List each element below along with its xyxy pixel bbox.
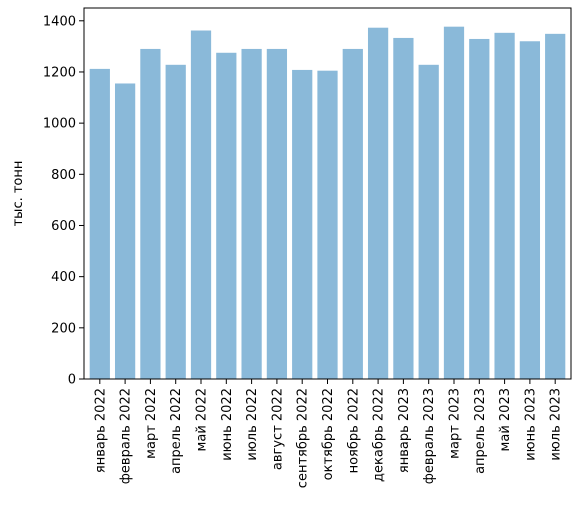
x-tick-label: февраль 2022 [119,388,134,484]
y-tick-label: 200 [51,321,76,336]
x-tick-label: июль 2023 [549,388,564,461]
x-tick-label: январь 2023 [397,388,412,473]
axes-frame [83,7,572,380]
bar [89,68,110,379]
x-tick-label: август 2022 [270,388,285,470]
bar [545,33,566,379]
bar [393,37,414,380]
x-tick-label: февраль 2023 [422,388,437,484]
x-tick-label: январь 2022 [93,388,108,473]
bar [519,41,541,379]
x-tick-label: март 2022 [144,388,159,459]
bar [241,48,262,380]
x-tick-label: май 2022 [195,388,210,451]
y-tick-label: 0 [68,373,76,388]
bar [367,27,389,379]
x-tick-label: октябрь 2022 [321,388,336,480]
y-tick-label: 1000 [43,117,76,132]
x-tick-label: март 2023 [447,388,462,459]
y-axis: 0 200 400 600 800 1000 1200 1400 [43,14,84,388]
bar [317,70,338,379]
x-axis: январь 2022 февраль 2022 март 2022 апрель 2… [93,379,564,488]
bar [266,48,288,380]
bar [342,48,363,380]
y-tick-label: 600 [51,219,76,234]
bar [165,64,186,379]
y-tick-label: 400 [51,270,76,285]
y-tick-label: 1400 [43,14,76,29]
bar [443,26,465,380]
x-tick-label: апрель 2022 [169,388,184,474]
bar [140,48,161,380]
bar [469,38,490,379]
bar [216,52,237,379]
x-tick-label: май 2023 [498,388,513,451]
y-tick-label: 800 [51,168,76,183]
plot-frame [83,7,572,380]
bar [418,64,439,379]
bar [292,69,313,380]
x-tick-label: июль 2022 [245,388,260,461]
x-tick-label: апрель 2023 [473,388,488,474]
bar [114,83,136,379]
bar [494,32,515,380]
bars-group [89,26,566,380]
x-tick-label: ноябрь 2022 [346,388,361,473]
x-tick-label: июнь 2022 [220,388,235,461]
y-tick-label: 1200 [43,65,76,80]
x-tick-label: декабрь 2022 [372,388,387,482]
bar [190,30,212,379]
y-axis-label: тыс. тонн [11,161,26,227]
x-tick-label: июнь 2023 [523,388,538,461]
x-tick-label: сентябрь 2022 [296,388,311,488]
